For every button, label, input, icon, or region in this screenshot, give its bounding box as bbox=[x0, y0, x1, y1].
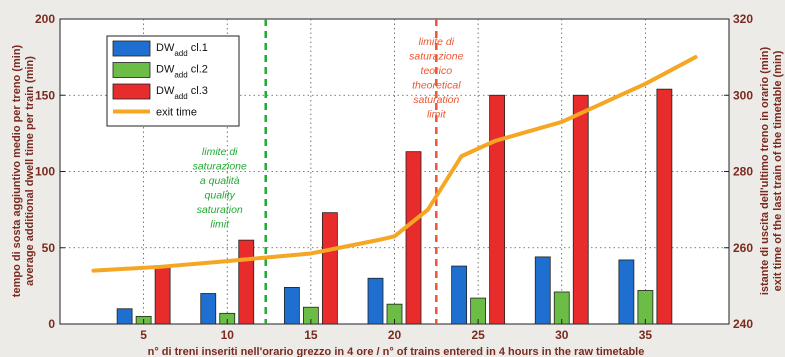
y-tick-label: 0 bbox=[48, 317, 55, 331]
exit-time-series bbox=[91, 55, 698, 273]
bar bbox=[451, 265, 468, 325]
legend-swatch bbox=[112, 62, 151, 78]
ticks: 0 50 100 150 200 240 260 280 300 320 5 10 15 20 25 30 35 bbox=[35, 12, 753, 342]
annotation-text: saturazione bbox=[193, 161, 247, 173]
bar bbox=[321, 212, 338, 325]
bar bbox=[154, 267, 171, 325]
x-tick-label: 25 bbox=[471, 328, 485, 342]
bar bbox=[238, 239, 255, 325]
x-tick-label: 5 bbox=[140, 328, 147, 342]
bar bbox=[200, 293, 217, 325]
bars bbox=[116, 88, 673, 325]
y-tick-label: 50 bbox=[42, 241, 56, 255]
bar bbox=[618, 259, 635, 325]
y2-tick-label: 300 bbox=[733, 88, 753, 102]
x-tick-label: 30 bbox=[555, 328, 569, 342]
x-tick-label: 35 bbox=[639, 328, 653, 342]
bar bbox=[367, 277, 384, 325]
legend-label: exit time bbox=[156, 107, 197, 119]
legend-swatch bbox=[112, 83, 151, 100]
legend-label: DWadd cl.2 bbox=[156, 64, 208, 80]
annotations: limite di saturazione a qualità quality satu… bbox=[193, 19, 464, 324]
bar bbox=[283, 286, 300, 325]
y-tick-label: 200 bbox=[35, 12, 55, 26]
x-tick-label: 20 bbox=[388, 328, 402, 342]
annotation-text: saturation bbox=[413, 94, 459, 106]
annotation-text: theoretical bbox=[412, 80, 461, 92]
y-tick-label: 150 bbox=[35, 88, 55, 102]
legend: DWadd cl.1 DWadd cl.2 DWadd cl.3 exit time bbox=[106, 35, 240, 127]
exit-time-line bbox=[91, 55, 698, 273]
y-axis-label-line-1: tempo di sosta aggiuntivo medio per tren… bbox=[11, 44, 23, 297]
annotation-text: saturation bbox=[197, 204, 243, 216]
y2-tick-label: 280 bbox=[733, 165, 753, 179]
y-axis-label-line-2: average additional dwell time per train … bbox=[24, 56, 36, 286]
annotation-text: teorico bbox=[421, 65, 453, 77]
x-tick-label: 10 bbox=[221, 328, 235, 342]
bar bbox=[656, 88, 673, 325]
y2-axis-label-line-2: exit time of the last train of the timet… bbox=[772, 50, 784, 291]
bar bbox=[405, 151, 422, 325]
bar bbox=[116, 308, 133, 325]
annotation-text: limite di bbox=[202, 146, 238, 158]
annotation-text: limit bbox=[210, 219, 230, 231]
y2-tick-label: 320 bbox=[733, 12, 753, 26]
bar bbox=[534, 256, 551, 325]
y-tick-label: 100 bbox=[35, 165, 55, 179]
bar bbox=[637, 290, 654, 325]
bar bbox=[489, 94, 506, 325]
x-tick-label: 15 bbox=[304, 328, 318, 342]
x-axis-label: n° di treni inseriti nell'orario grezzo … bbox=[148, 346, 645, 357]
annotation-text: a qualità bbox=[200, 175, 240, 187]
legend-swatch bbox=[112, 40, 151, 57]
annotation-text: limit bbox=[427, 109, 447, 121]
y2-axis-label-line-1: istante di uscita dell'ultimo treno in o… bbox=[759, 47, 771, 296]
y2-tick-label: 260 bbox=[733, 241, 753, 255]
y2-tick-label: 240 bbox=[733, 317, 753, 331]
annotation-text: quality bbox=[205, 190, 236, 202]
bar bbox=[572, 94, 589, 325]
legend-label: DWadd cl.1 bbox=[156, 42, 208, 58]
legend-label: DWadd cl.3 bbox=[156, 85, 208, 101]
annotation-text: saturazione bbox=[409, 51, 463, 63]
annotation-text: limite di bbox=[419, 36, 455, 48]
